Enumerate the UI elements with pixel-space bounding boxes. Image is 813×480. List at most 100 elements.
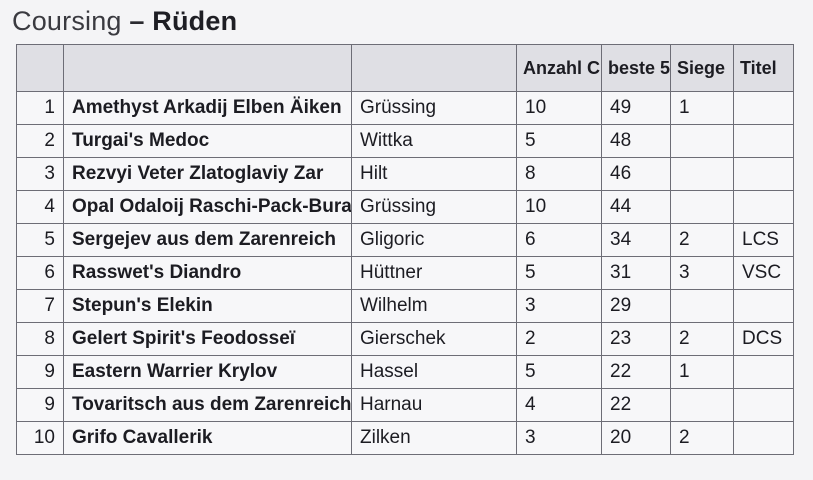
table-row: 9 Eastern Warrier Krylov Hassel 5 22 1: [16, 355, 794, 389]
cell-count: 10: [516, 190, 602, 224]
cell-owner: Hüttner: [351, 256, 517, 290]
header-row: Anzahl C. beste 5 Siege Titel: [16, 44, 794, 92]
cell-dog-name: Stepun's Elekin: [63, 289, 352, 323]
cell-title: [733, 289, 794, 323]
cell-title: [733, 190, 794, 224]
cell-wins: [670, 289, 734, 323]
cell-rank: 9: [16, 355, 64, 389]
cell-rank: 10: [16, 421, 64, 455]
cell-title: [733, 355, 794, 389]
cell-best5: 34: [601, 223, 671, 257]
table-row: 6 Rasswet's Diandro Hüttner 5 31 3 VSC: [16, 256, 794, 290]
cell-best5: 48: [601, 124, 671, 158]
table-row: 4 Opal Odaloij Raschi-Pack-Buran Grüssing 1…: [16, 190, 794, 224]
cell-wins: 1: [670, 91, 734, 125]
cell-count: 8: [516, 157, 602, 191]
cell-rank: 8: [16, 322, 64, 356]
cell-best5: 20: [601, 421, 671, 455]
cell-owner: Hilt: [351, 157, 517, 191]
cell-dog-name: Grifo Cavallerik: [63, 421, 352, 455]
cell-owner: Gligoric: [351, 223, 517, 257]
results-table: Anzahl C. beste 5 Siege Titel 1 Amethyst …: [16, 44, 794, 455]
cell-owner: Hassel: [351, 355, 517, 389]
table-row: 9 Tovaritsch aus dem Zarenreich Harnau 4 22: [16, 388, 794, 422]
cell-title: [733, 421, 794, 455]
cell-wins: [670, 157, 734, 191]
cell-count: 5: [516, 256, 602, 290]
cell-wins: 1: [670, 355, 734, 389]
table-row: 7 Stepun's Elekin Wilhelm 3 29: [16, 289, 794, 323]
cell-count: 4: [516, 388, 602, 422]
cell-title: LCS: [733, 223, 794, 257]
cell-dog-name: Tovaritsch aus dem Zarenreich: [63, 388, 352, 422]
cell-owner: Grüssing: [351, 91, 517, 125]
cell-wins: 3: [670, 256, 734, 290]
cell-wins: 2: [670, 421, 734, 455]
table-row: 3 Rezvyi Veter Zlatoglaviy Zar Hilt 8 46: [16, 157, 794, 191]
table-body: 1 Amethyst Arkadij Elben Äiken Grüssing 10 4…: [16, 91, 794, 455]
cell-title: [733, 124, 794, 158]
cell-best5: 49: [601, 91, 671, 125]
cell-count: 3: [516, 421, 602, 455]
cell-owner: Wittka: [351, 124, 517, 158]
cell-wins: 2: [670, 223, 734, 257]
cell-count: 5: [516, 124, 602, 158]
cell-owner: Zilken: [351, 421, 517, 455]
header-name: [63, 44, 352, 92]
title-category: Coursing: [12, 6, 122, 36]
cell-best5: 22: [601, 355, 671, 389]
cell-best5: 44: [601, 190, 671, 224]
cell-wins: [670, 124, 734, 158]
cell-rank: 6: [16, 256, 64, 290]
cell-dog-name: Amethyst Arkadij Elben Äiken: [63, 91, 352, 125]
cell-wins: 2: [670, 322, 734, 356]
cell-rank: 9: [16, 388, 64, 422]
table-header: Anzahl C. beste 5 Siege Titel: [16, 44, 794, 92]
cell-wins: [670, 190, 734, 224]
header-rank: [16, 44, 64, 92]
table-row: 5 Sergejev aus dem Zarenreich Gligoric 6 34 2…: [16, 223, 794, 257]
cell-wins: [670, 388, 734, 422]
cell-owner: Grüssing: [351, 190, 517, 224]
header-title: Titel: [733, 44, 794, 92]
cell-dog-name: Eastern Warrier Krylov: [63, 355, 352, 389]
cell-count: 5: [516, 355, 602, 389]
cell-dog-name: Gelert Spirit's Feodosseï: [63, 322, 352, 356]
cell-count: 2: [516, 322, 602, 356]
cell-title: [733, 388, 794, 422]
header-count: Anzahl C.: [516, 44, 602, 92]
cell-dog-name: Opal Odaloij Raschi-Pack-Buran: [63, 190, 352, 224]
cell-best5: 29: [601, 289, 671, 323]
cell-dog-name: Rasswet's Diandro: [63, 256, 352, 290]
cell-best5: 46: [601, 157, 671, 191]
cell-rank: 7: [16, 289, 64, 323]
cell-best5: 31: [601, 256, 671, 290]
cell-dog-name: Sergejev aus dem Zarenreich: [63, 223, 352, 257]
cell-count: 3: [516, 289, 602, 323]
cell-count: 10: [516, 91, 602, 125]
page-title: Coursing – Rüden: [12, 4, 237, 38]
title-separator: –: [129, 6, 145, 36]
table-row: 1 Amethyst Arkadij Elben Äiken Grüssing 10 4…: [16, 91, 794, 125]
cell-title: VSC: [733, 256, 794, 290]
cell-title: [733, 91, 794, 125]
header-wins: Siege: [670, 44, 734, 92]
table-row: 10 Grifo Cavallerik Zilken 3 20 2: [16, 421, 794, 455]
cell-dog-name: Rezvyi Veter Zlatoglaviy Zar: [63, 157, 352, 191]
cell-owner: Harnau: [351, 388, 517, 422]
cell-title: DCS: [733, 322, 794, 356]
table-row: 8 Gelert Spirit's Feodosseï Gierschek 2 23 2 D…: [16, 322, 794, 356]
header-best5: beste 5: [601, 44, 671, 92]
cell-count: 6: [516, 223, 602, 257]
cell-dog-name: Turgai's Medoc: [63, 124, 352, 158]
cell-best5: 23: [601, 322, 671, 356]
cell-rank: 2: [16, 124, 64, 158]
title-group: Rüden: [152, 6, 238, 36]
cell-rank: 5: [16, 223, 64, 257]
header-owner: [351, 44, 517, 92]
cell-rank: 4: [16, 190, 64, 224]
table-row: 2 Turgai's Medoc Wittka 5 48: [16, 124, 794, 158]
cell-best5: 22: [601, 388, 671, 422]
cell-owner: Gierschek: [351, 322, 517, 356]
cell-owner: Wilhelm: [351, 289, 517, 323]
